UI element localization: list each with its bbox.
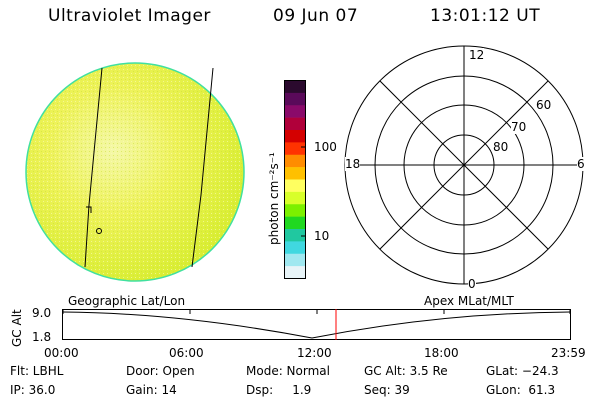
altitude-curve [62,311,571,339]
status-glon: GLon: 61.3 [486,383,556,397]
colorbar-stripe [284,191,306,205]
mlat-label-70: 70 [511,120,527,134]
colorbar-stripe [284,130,306,143]
colorbar-label-10: 10 [314,229,330,243]
mlat-label-60: 60 [536,98,552,112]
timeline-y-bottom: 1.8 [32,330,52,344]
colorbar [284,80,306,279]
timeline-y-axis-label: GC Alt [10,309,24,347]
status-mode: Mode: Normal [246,364,330,378]
earth-uv-image [25,62,245,282]
orbit-altitude-timeline [62,309,571,340]
colorbar-stripe [284,266,306,279]
time-label: 13:01:12 UT [430,6,541,26]
timeline-right-label: Apex MLat/MLT [424,294,514,308]
status-glat: GLat: −24.3 [486,364,559,378]
app-title: Ultraviolet Imager [48,6,211,26]
colorbar-stripe [284,253,306,267]
polar-diagonal-2 [379,80,549,250]
colorbar-stripe [284,80,306,94]
colorbar-stripe [284,105,306,118]
timeline-xtick-2: 12:00 [297,346,332,360]
status-filter: Flt: LBHL [10,364,64,378]
colorbar-stripe [284,92,306,106]
polar-mlat-mlt-plot [344,45,584,285]
colorbar-unit-label: photon cm⁻²s⁻¹ [267,152,281,245]
timeline-left-label: Geographic Lat/Lon [68,294,186,308]
tick-marker [86,206,92,213]
timeline-xtick-1: 06:00 [169,346,204,360]
colorbar-stripe [284,142,306,156]
colorbar-stripe [284,204,306,217]
location-marker [96,228,102,234]
status-gc-alt: GC Alt: 3.5 Re [364,364,448,378]
colorbar-stripe [284,241,306,255]
colorbar-stripe [284,229,306,242]
meridian-line-left [84,67,103,268]
meridian-line-right [191,67,214,268]
colorbar-stripe [284,216,306,230]
mlt-label-12: 12 [469,48,485,62]
colorbar-stripe [284,179,306,193]
mlat-label-80: 80 [493,140,509,154]
status-gain: Gain: 14 [126,383,177,397]
earth-texture [27,64,243,280]
mlt-label-6: 6 [577,157,585,171]
status-dsp: Dsp: 1.9 [246,383,312,397]
colorbar-stripe [284,154,306,168]
colorbar-stripe [284,117,306,131]
timeline-xtick-4: 23:59 [551,346,586,360]
status-door: Door: Open [126,364,195,378]
colorbar-label-100: 100 [314,140,337,154]
colorbar-frame [284,80,306,279]
mlt-label-0: 0 [468,277,476,291]
mlt-label-18: 18 [345,157,361,171]
status-seq: Seq: 39 [364,383,410,397]
colorbar-stripe [284,167,306,180]
timeline-xtick-0: 00:00 [44,346,79,360]
status-ip: IP: 36.0 [10,383,56,397]
timeline-y-top: 9.0 [32,306,52,320]
date-label: 09 Jun 07 [273,6,359,26]
timeline-xtick-3: 18:00 [424,346,459,360]
